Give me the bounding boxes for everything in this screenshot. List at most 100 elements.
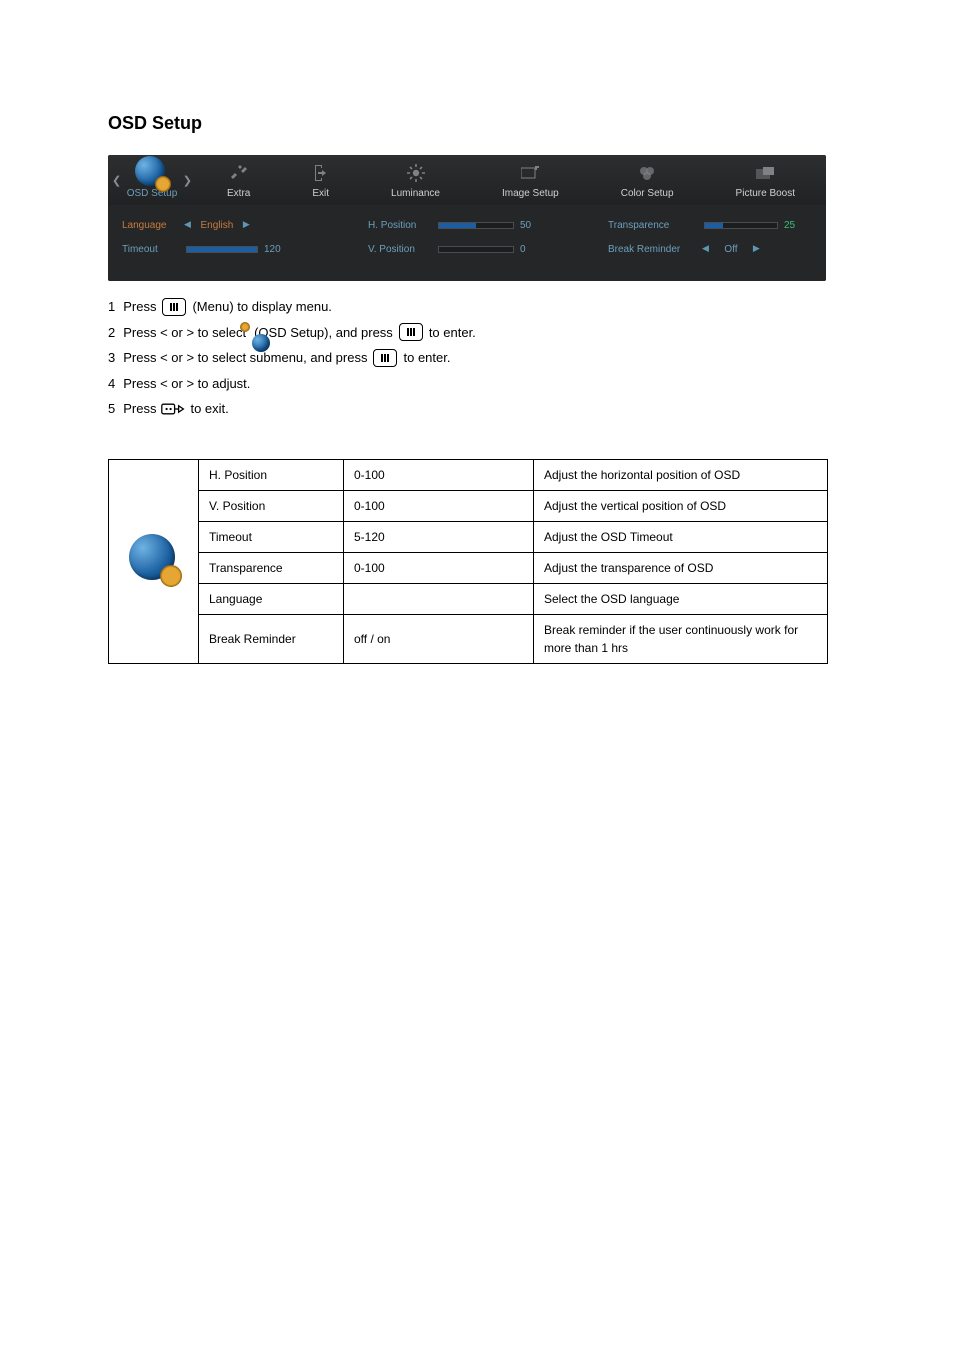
param-desc: Adjust the vertical position of OSD [534,490,828,521]
step-text: (Menu) to display menu. [192,297,331,317]
param-value: Off [713,242,749,257]
tab-scroll-right-icon[interactable]: ❯ [183,173,192,190]
tab-label: Exit [312,186,329,201]
step-text: Press < or > to select [123,323,246,343]
step-text: to exit. [190,399,228,419]
param-range: 0-100 [344,552,534,583]
menu-button-icon [162,298,186,316]
param-v-position[interactable]: V. Position 0 [368,241,548,257]
page-title: OSD Setup [108,110,846,137]
param-label: V. Position [368,242,432,257]
table-row: Language Select the OSD language [109,583,828,614]
param-value: 50 [520,218,548,233]
param-value: 120 [264,242,292,257]
instruction-step: 3 Press < or > to select submenu, and pr… [108,348,846,368]
tab-label: Picture Boost [736,186,795,201]
tab-picture-boost[interactable]: Picture Boost [705,155,826,205]
param-h-position[interactable]: H. Position 50 [368,217,548,233]
osd-menu: ❮ OSD Setup ❯ Extra Exit Luminance Image… [108,155,826,281]
tab-scroll-left-icon[interactable]: ❮ [112,173,121,190]
instruction-step: 2 Press < or > to select (OSD Setup), an… [108,323,846,343]
menu-button-icon [399,323,423,341]
param-range: 0-100 [344,459,534,490]
tab-exit[interactable]: Exit [281,155,360,205]
menu-button-icon [373,349,397,367]
step-number: 1 [108,297,115,317]
step-text: Press [123,399,156,419]
tab-osd-setup[interactable]: ❮ OSD Setup ❯ [108,155,196,205]
step-text: to enter. [403,348,450,368]
param-name: Language [199,583,344,614]
instruction-step: 4 Press < or > to adjust. [108,374,846,394]
tab-extra[interactable]: Extra [196,155,281,205]
left-arrow-icon[interactable]: ◀ [698,242,713,256]
param-desc: Adjust the horizontal position of OSD [534,459,828,490]
param-value: 25 [784,218,812,233]
table-row: V. Position 0-100 Adjust the vertical po… [109,490,828,521]
table-row: Timeout 5-120 Adjust the OSD Timeout [109,521,828,552]
param-transparence[interactable]: Transparence 25 [608,217,812,233]
step-number: 4 [108,374,115,394]
exit-icon [313,165,329,181]
table-icon-cell [109,459,199,663]
tools-icon [231,165,247,181]
image-setup-icon [521,166,539,180]
step-text: Press < or > to select submenu, and pres… [123,348,367,368]
instructions: 1 Press (Menu) to display menu. 2 Press … [108,297,846,419]
param-desc: Adjust the transparence of OSD [534,552,828,583]
params-table: H. Position 0-100 Adjust the horizontal … [108,459,828,664]
param-desc: Break reminder if the user continuously … [534,614,828,663]
param-name: Timeout [199,521,344,552]
step-text: to enter. [429,323,476,343]
tab-color-setup[interactable]: Color Setup [590,155,705,205]
param-value: English [195,218,239,233]
step-number: 5 [108,399,115,419]
right-arrow-icon[interactable]: ▶ [239,218,254,232]
param-range: 0-100 [344,490,534,521]
tab-label: Image Setup [502,186,559,201]
param-desc: Adjust the OSD Timeout [534,521,828,552]
step-number: 2 [108,323,115,343]
param-desc: Select the OSD language [534,583,828,614]
step-text: (OSD Setup), and press [254,323,393,343]
param-break-reminder[interactable]: Break Reminder ◀ Off ▶ [608,241,812,257]
param-label: Break Reminder [608,242,698,257]
param-range: off / on [344,614,534,663]
param-name: V. Position [199,490,344,521]
param-label: Timeout [122,242,180,257]
slider-track[interactable] [438,222,514,229]
step-text: Press [123,297,156,317]
tab-label: Extra [227,186,250,201]
param-language[interactable]: Language ◀ English ▶ [122,217,292,233]
table-row: Transparence 0-100 Adjust the transparen… [109,552,828,583]
right-arrow-icon[interactable]: ▶ [749,242,764,256]
param-range [344,583,534,614]
osd-body: Language ◀ English ▶ Timeout 120 H. Posi… [108,205,826,281]
param-name: H. Position [199,459,344,490]
tab-label: Luminance [391,186,440,201]
auto-button-icon [160,400,186,418]
params-table-wrap: H. Position 0-100 Adjust the horizontal … [108,459,846,664]
color-setup-icon [639,165,655,181]
param-label: Transparence [608,218,698,233]
instruction-step: 1 Press (Menu) to display menu. [108,297,846,317]
table-row: H. Position 0-100 Adjust the horizontal … [109,459,828,490]
globe-icon [126,531,182,587]
globe-icon [133,155,171,192]
picture-boost-icon [756,167,774,179]
sun-icon [407,164,425,182]
param-timeout[interactable]: Timeout 120 [122,241,292,257]
slider-track[interactable] [704,222,778,229]
tab-image-setup[interactable]: Image Setup [471,155,590,205]
slider-track[interactable] [438,246,514,253]
instruction-step: 5 Press to exit. [108,399,846,419]
osd-tabbar: ❮ OSD Setup ❯ Extra Exit Luminance Image… [108,155,826,205]
slider-track[interactable] [186,246,258,253]
left-arrow-icon[interactable]: ◀ [180,218,195,232]
table-row: Break Reminder off / on Break reminder i… [109,614,828,663]
param-label: Language [122,218,180,233]
step-text: Press < or > to adjust. [123,374,250,394]
param-value: 0 [520,242,548,257]
tab-luminance[interactable]: Luminance [360,155,471,205]
step-number: 3 [108,348,115,368]
